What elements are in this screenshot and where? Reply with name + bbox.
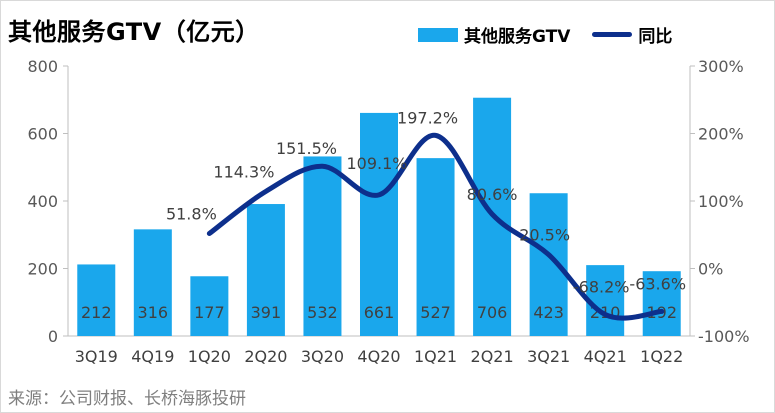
y-tick-label-right: 200% [698,125,744,144]
y-tick-label-right: -100% [698,327,750,346]
bar-value-label: 316 [138,303,169,322]
bar-value-label: 212 [81,303,112,322]
bar-4Q20 [360,112,398,336]
y-tick-label-left: 0 [48,327,58,346]
bar-value-label: 532 [307,303,338,322]
x-tick-label: 3Q19 [75,347,118,366]
x-tick-label: 2Q20 [244,347,287,366]
bar-4Q21 [586,265,625,336]
y-tick-label-left: 800 [27,57,58,76]
yoy-value-label: 151.5% [276,139,337,158]
bar-3Q20 [303,156,342,336]
y-tick-label-left: 600 [27,125,58,144]
bar-value-label: 661 [364,303,395,322]
x-tick-label: 4Q21 [584,347,627,366]
yoy-line [206,132,665,321]
legend-swatch-line [592,32,633,37]
bar-value-label: 706 [477,303,508,322]
bar-2Q20 [246,204,285,336]
yoy-value-label: 109.1% [346,154,407,173]
yoy-value-label: -63.6% [629,274,686,293]
yoy-value-label: 80.6% [467,185,518,204]
bar-1Q20 [190,276,229,336]
x-tick-label: 4Q19 [131,347,174,366]
bar-value-label: 177 [194,303,225,322]
source-note: 来源：公司财报、长桥海豚投研 [8,389,246,409]
y-tick-label-left: 200 [27,260,58,279]
bar-3Q19 [77,264,116,336]
yoy-value-label: 197.2% [397,108,458,127]
y-tick-label-right: 300% [698,57,744,76]
chart-title: 其他服务GTV（亿元） [8,18,260,46]
legend-label-yoy: 同比 [638,27,673,47]
x-tick-label: 1Q22 [640,347,683,366]
yoy-value-label: -68.2% [573,278,630,297]
legend-swatch-bar [418,27,458,42]
y-tick-label-left: 400 [27,192,58,211]
bar-4Q19 [133,229,172,336]
x-tick-label: 3Q20 [301,347,344,366]
x-tick-label: 1Q21 [414,347,457,366]
legend-item-gtv: 其他服务GTV [418,22,570,47]
legend: 其他服务GTV 同比 [418,22,694,47]
y-tick-label-right: 0% [698,260,723,279]
bar-1Q22 [642,271,681,336]
x-tick-label: 2Q21 [471,347,514,366]
yoy-value-label: 114.3% [213,162,274,181]
y-tick-label-right: 100% [698,192,744,211]
legend-label-gtv: 其他服务GTV [464,27,571,47]
bar-1Q21 [416,158,455,336]
bar-value-label: 391 [251,303,282,322]
yoy-value-label: 51.8% [166,205,217,224]
x-tick-label: 4Q20 [357,347,400,366]
bar-value-label: 527 [420,303,451,322]
bar-value-label: 423 [533,303,564,322]
yoy-value-label: 20.5% [519,226,570,245]
x-tick-label: 1Q20 [188,347,231,366]
x-tick-label: 3Q21 [527,347,570,366]
legend-item-yoy: 同比 [592,22,672,47]
